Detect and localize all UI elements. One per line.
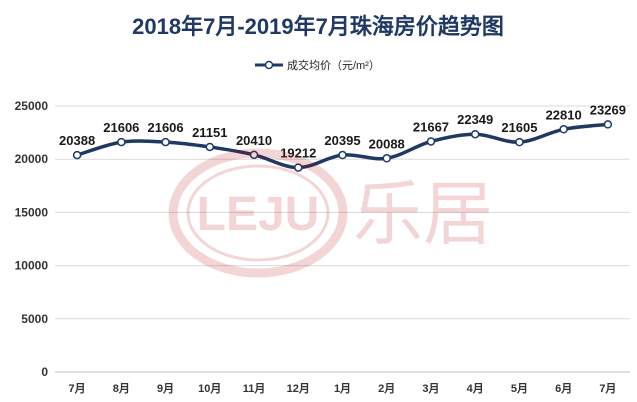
x-tick-label: 8月 — [113, 382, 130, 395]
x-tick-label: 12月 — [287, 382, 310, 395]
data-label: 22349 — [457, 112, 493, 127]
data-labels: 20388 21606 21606 21151 20410 19212 20395 20088… — [59, 102, 626, 160]
data-label: 22810 — [546, 107, 582, 122]
x-tick-label: 7月 — [599, 382, 616, 395]
data-point — [205, 142, 215, 152]
data-label: 21151 — [192, 125, 227, 140]
data-label: 23269 — [590, 102, 626, 117]
x-tick-label: 9月 — [157, 382, 174, 395]
y-tick-label: 0 — [41, 365, 48, 379]
data-label: 21606 — [147, 120, 183, 135]
y-axis: 0 5000 10000 15000 20000 25000 — [15, 99, 49, 379]
legend-marker-swatch — [264, 60, 274, 70]
y-tick-label: 10000 — [15, 259, 49, 273]
data-point — [294, 163, 303, 172]
x-tick-label: 5月 — [511, 382, 528, 395]
y-tick-label: 20000 — [15, 152, 49, 166]
data-point — [382, 154, 391, 163]
data-label: 21605 — [501, 120, 537, 135]
data-point — [249, 150, 259, 160]
x-tick-label: 6月 — [555, 382, 572, 395]
x-tick-label: 4月 — [467, 382, 484, 395]
x-tick-label: 10月 — [198, 382, 221, 395]
data-label: 20088 — [369, 136, 405, 151]
x-tick-label: 2月 — [378, 382, 395, 395]
x-tick-label: 11月 — [243, 382, 266, 395]
data-label: 19212 — [280, 146, 316, 161]
data-point — [603, 120, 613, 129]
legend-label: 成交均价（元/m²） — [287, 58, 380, 72]
x-axis: 7月 8月 9月 10月 11月 12月 1月 2月 3月 4月 5月 6月 7月 — [69, 382, 617, 395]
data-point — [559, 125, 568, 134]
data-label: 20410 — [236, 133, 272, 148]
legend: 成交均价（元/m²） — [255, 58, 380, 72]
data-point — [72, 150, 82, 160]
data-point — [117, 137, 126, 147]
y-tick-label: 15000 — [15, 205, 49, 219]
data-points — [72, 120, 613, 172]
y-tick-label: 5000 — [21, 312, 48, 326]
x-tick-label: 3月 — [422, 382, 439, 395]
x-tick-label: 1月 — [334, 382, 351, 395]
data-label: 20388 — [59, 133, 95, 148]
y-tick-label: 25000 — [15, 99, 49, 113]
data-point — [515, 137, 524, 147]
data-label: 21667 — [413, 119, 449, 134]
data-point — [161, 137, 170, 147]
chart-title: 2018年7月-2019年7月珠海房价趋势图 — [132, 14, 504, 39]
data-label: 20395 — [324, 133, 360, 148]
data-point — [338, 150, 347, 160]
data-point — [426, 137, 436, 146]
x-tick-label: 7月 — [69, 382, 86, 395]
data-label: 21606 — [103, 120, 139, 135]
data-point — [470, 129, 480, 139]
